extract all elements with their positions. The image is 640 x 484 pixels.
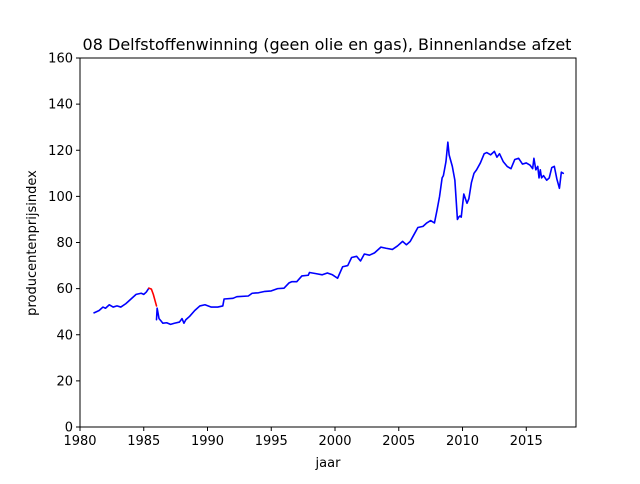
y-tick-label: 100 (48, 190, 73, 205)
y-tick-label: 80 (56, 236, 73, 251)
y-tick-label: 60 (56, 282, 73, 297)
x-tick-label: 2000 (318, 434, 351, 449)
x-tick-label: 2005 (382, 434, 415, 449)
axes: 1980 1985 1990 1995 2000 2005 2010 2015 0 20 40 60 8… (48, 52, 577, 449)
y-axis-label: producentenprijsindex (25, 170, 40, 316)
plot-area (93, 141, 565, 326)
x-tick-label: 2010 (446, 434, 479, 449)
y-tick-label: 40 (56, 328, 73, 343)
y-tick-label: 120 (48, 144, 73, 159)
y-tick-label: 160 (48, 52, 73, 67)
series-line-main-after (155, 141, 565, 326)
x-tick-label: 1990 (191, 434, 224, 449)
y-tick-label: 0 (65, 421, 73, 436)
x-axis-label: jaar (315, 456, 342, 471)
x-tick-label: 1980 (63, 434, 96, 449)
chart-title: 08 Delfstoffenwinning (geen olie en gas)… (83, 35, 572, 54)
y-tick-label: 20 (56, 374, 73, 389)
y-tick-label: 140 (48, 98, 73, 113)
series-line-main-before (93, 287, 150, 314)
series-line-highlight (148, 287, 158, 307)
x-tick-label: 1985 (127, 434, 160, 449)
x-tick-label: 2015 (510, 434, 543, 449)
x-tick-label: 1995 (255, 434, 288, 449)
